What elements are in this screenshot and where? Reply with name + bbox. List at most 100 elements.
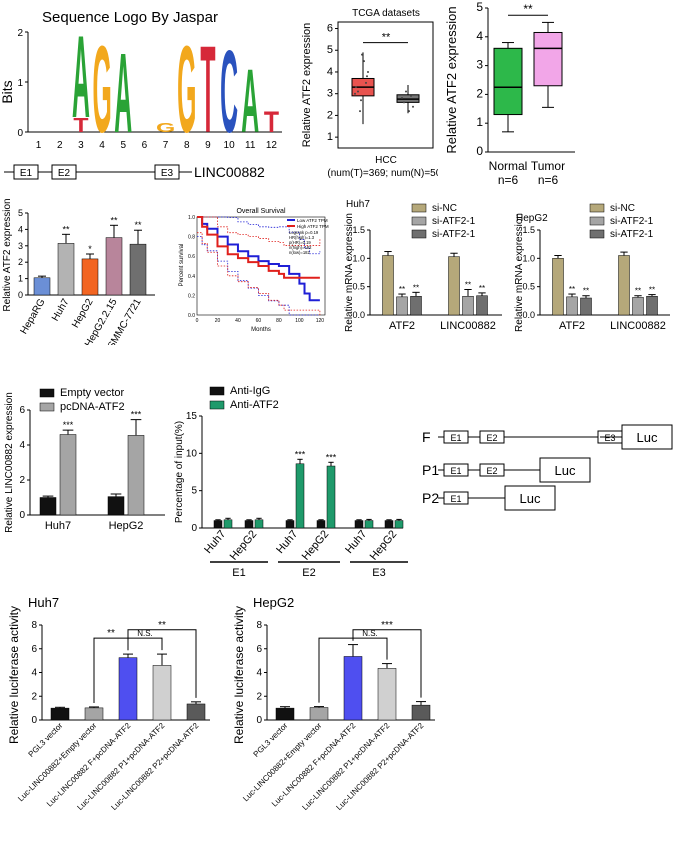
construct-exon-label: E2 — [486, 466, 497, 476]
cells-sig: ** — [134, 220, 142, 230]
construct-exon-label: E2 — [486, 433, 497, 443]
surv-frame — [196, 216, 326, 316]
nt-n-label: n=6 — [538, 173, 559, 187]
tcga-y-tick-label: 2 — [327, 109, 333, 121]
surv-low-curve — [197, 216, 320, 302]
cells-y-tick-label: 5 — [18, 208, 23, 218]
s1-title: Huh7 — [346, 199, 370, 210]
construct-exon-box — [479, 463, 505, 477]
s2-sig: ** — [649, 286, 655, 295]
l2-bar — [377, 668, 397, 721]
logo-position-label: 5 — [120, 140, 126, 151]
constructs-panel: F E1 E2 E3 Luc P1 E1 E2 Luc P2 E1 Luc — [422, 424, 673, 511]
logo-y-tick-label: 1 — [17, 78, 23, 89]
surv-y-tick-label: 0.8 — [188, 235, 195, 241]
s2-y-tick-label: 1.5 — [522, 225, 535, 235]
l2-bracket — [352, 629, 422, 698]
s2-y-tick-label: 0.0 — [522, 310, 535, 320]
logo-title: Sequence Logo By Jaspar — [42, 9, 218, 26]
logo-position-label: 3 — [78, 140, 84, 151]
surv-x-tick-label: 120 — [316, 318, 325, 324]
chip-y-tick-label: 5 — [191, 486, 197, 497]
l1-bar — [152, 665, 172, 721]
tcga-sig: ** — [382, 32, 391, 44]
chip-bar — [244, 520, 254, 529]
tcga-point — [360, 99, 362, 102]
construct-reporter-label: Luc — [520, 491, 541, 506]
tcga-y-tick-label: 4 — [327, 66, 333, 78]
l1-bracket — [127, 629, 197, 698]
logo-position-label: 1 — [36, 140, 42, 151]
s2-y-tick-label: 1.0 — [522, 253, 535, 263]
tcga-y-label: Relative ATF2 expression — [301, 23, 313, 148]
s1-y-tick-label: 0.5 — [352, 282, 365, 292]
surv-legend-high: High ATF2 TPM — [297, 224, 329, 229]
tcga-point — [355, 86, 357, 89]
surv-y-tick-label: 0.6 — [188, 254, 195, 260]
tcga-point — [354, 92, 356, 95]
surv-x-tick-label: 100 — [295, 318, 304, 324]
exon-label-3: E3 — [161, 168, 174, 179]
logo-position-label: 7 — [163, 140, 169, 151]
l1-bracket-label: ** — [107, 628, 115, 639]
nt-y-tick-label: 2 — [476, 86, 483, 100]
chip-bar — [394, 520, 404, 529]
l2-bar — [343, 656, 363, 721]
s1-x-label: LINC00882 — [440, 320, 496, 332]
cells-sig: ** — [62, 224, 70, 234]
s1-sig: ** — [413, 283, 419, 292]
tcga-point — [410, 94, 412, 97]
tcga-point — [366, 75, 368, 78]
logo-position-label: 11 — [245, 140, 256, 151]
l1-bar — [118, 657, 138, 721]
tcga-point — [405, 90, 407, 93]
logo-letter: A — [114, 31, 132, 157]
oe-bar — [127, 435, 145, 516]
l2-bracket-label: N.S. — [362, 629, 378, 638]
tcga-y-tick-label: 5 — [327, 44, 333, 56]
tcga-x-label: HCC — [375, 155, 397, 166]
construct-reporter-box — [621, 424, 673, 450]
s2-bar — [632, 297, 644, 316]
s2-legend-swatch — [589, 216, 605, 226]
s2-bar — [646, 296, 658, 316]
chip-y-tick-label: 0 — [191, 523, 197, 534]
cells-bar — [105, 237, 123, 296]
tcga-point — [365, 81, 367, 84]
nt-y-tick-label: 4 — [476, 29, 483, 43]
oe-x-label: Huh7 — [45, 520, 71, 532]
s1-bar — [448, 256, 460, 316]
logo-letter: A — [72, 12, 90, 142]
l1-bar — [84, 707, 104, 721]
s2-y-label: Relative mRNA expression — [514, 213, 525, 332]
nt-box — [533, 31, 563, 87]
chip-group-label: E1 — [232, 567, 245, 579]
tcga-point — [403, 101, 405, 104]
s1-bar — [410, 296, 422, 316]
s1-bar — [396, 296, 408, 316]
tcga-point — [361, 53, 363, 56]
oe-y-tick-label: 0 — [19, 510, 25, 521]
overexpression-panel: 0 2 4 6 Relative LINC00882 expression *** Huh7… — [4, 387, 165, 533]
s2-legend-label: si-NC — [610, 203, 635, 214]
s2-bar — [580, 297, 592, 316]
s2-bar — [618, 255, 630, 316]
chip-legend-swatch — [209, 400, 225, 410]
surv-stat: HR(high)=1.3 — [289, 235, 315, 240]
chip-legend-label: Anti-ATF2 — [230, 399, 279, 411]
surv-stat: p(HR)=0.19 — [289, 240, 311, 245]
exon-label-1: E1 — [20, 168, 33, 179]
surv-stat: Logrank p=0.19 — [289, 230, 319, 235]
s1-sig: ** — [479, 284, 485, 293]
tcga-y-tick-label: 3 — [327, 88, 333, 100]
tcga-n-label: (num(T)=369; num(N)=50) — [327, 168, 438, 179]
s1-y-tick-label: 1.5 — [352, 225, 365, 235]
construct-exon-label: E3 — [604, 433, 615, 443]
s2-legend-label: si-ATF2-1 — [610, 216, 654, 227]
oe-bar — [59, 434, 77, 516]
logo-position-label: 2 — [57, 140, 63, 151]
logo-position-label: 6 — [142, 140, 148, 151]
construct-reporter-box — [539, 457, 591, 483]
